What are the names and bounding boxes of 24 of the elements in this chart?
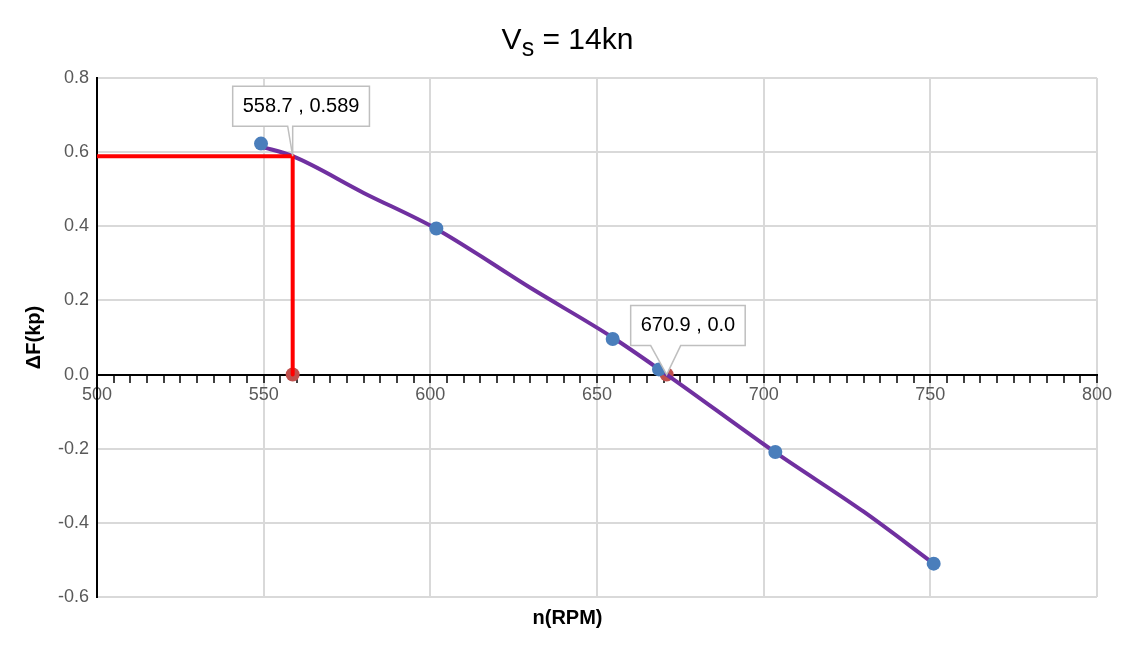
annotation: 670.9 , 0.0 <box>640 313 736 336</box>
x-tick-label: 750 <box>915 384 946 405</box>
y-tick-label: -0.4 <box>57 511 90 532</box>
x-tick-label: 700 <box>748 384 779 405</box>
y-tick-label: 0.2 <box>63 289 90 310</box>
y-tick-label: -0.2 <box>57 437 90 458</box>
y-tick-label: 0.6 <box>63 141 90 162</box>
y-tick-label: 0.4 <box>63 215 90 236</box>
chart-title: V$_{s}$ = 14kn <box>500 22 635 62</box>
annotation: 558.7 , 0.589 <box>242 93 360 116</box>
x-tick-label: 550 <box>248 384 279 405</box>
y-tick-label: 0.0 <box>63 363 90 384</box>
point <box>429 221 444 236</box>
y-axis-title: ΔF(kp) <box>21 305 44 370</box>
x-tick-label: 650 <box>581 384 613 405</box>
point <box>926 556 941 571</box>
y-tick-label: 0.8 <box>63 66 90 87</box>
y-tick-label: -0.6 <box>57 585 90 606</box>
x-axis-title: n(RPM) <box>531 606 604 629</box>
x-tick-label: 800 <box>1081 384 1113 405</box>
point <box>254 136 269 151</box>
point <box>768 445 783 460</box>
x-tick-label: 600 <box>415 384 446 405</box>
point <box>605 331 620 346</box>
